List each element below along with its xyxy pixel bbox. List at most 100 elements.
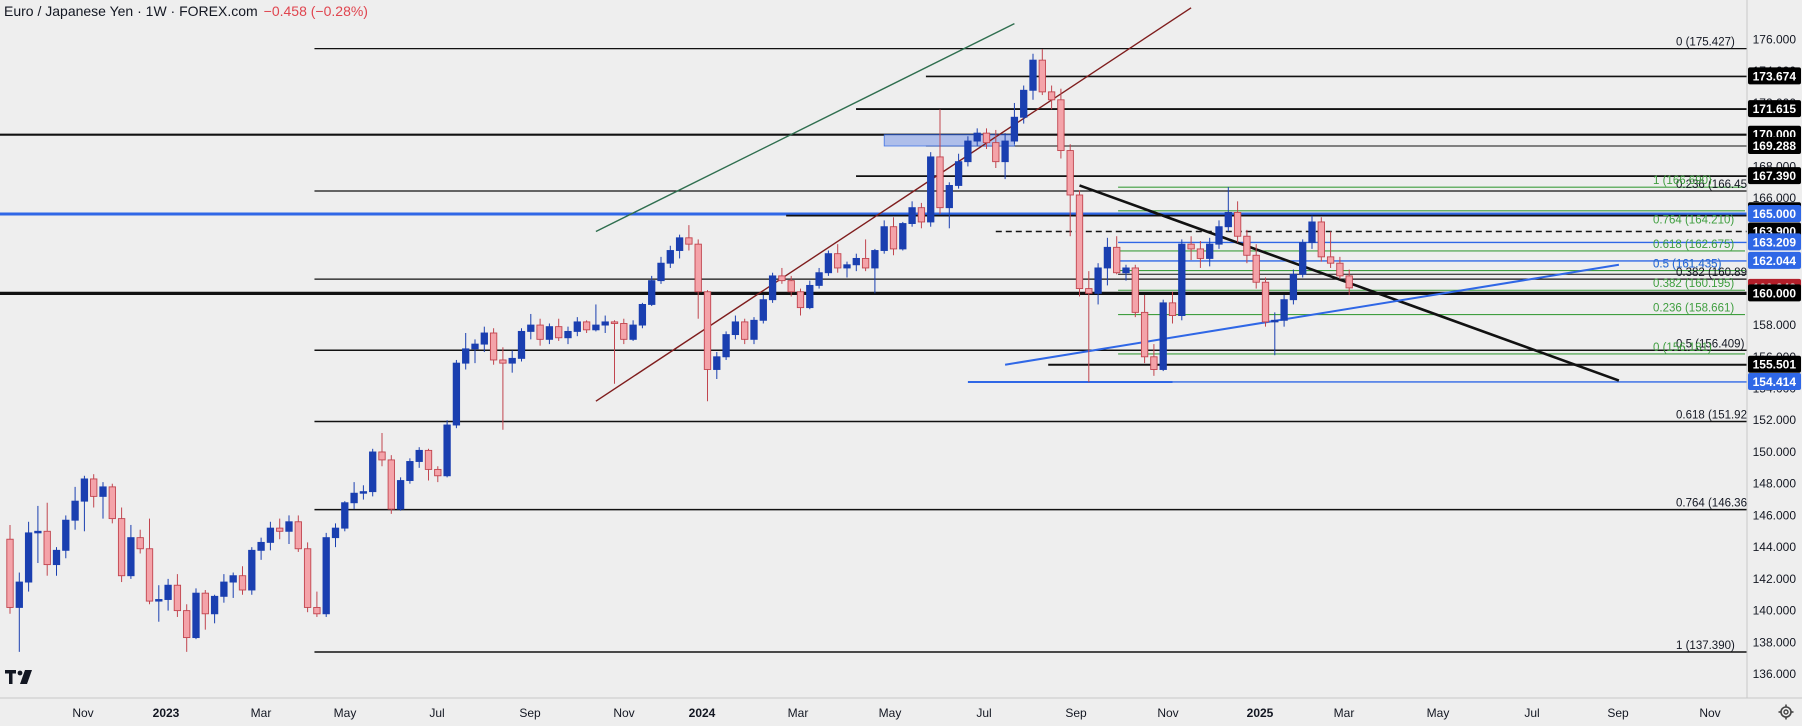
candle[interactable] <box>24 521 33 592</box>
candle[interactable] <box>1094 263 1102 305</box>
candle[interactable] <box>359 485 368 500</box>
candle[interactable] <box>731 315 740 340</box>
candle[interactable] <box>555 318 563 341</box>
candle[interactable] <box>443 420 451 478</box>
candle[interactable] <box>527 313 535 340</box>
candle[interactable] <box>62 515 70 559</box>
candle[interactable] <box>331 523 340 548</box>
candle[interactable] <box>992 129 1000 169</box>
candle[interactable] <box>1261 277 1270 327</box>
candle[interactable] <box>768 272 777 303</box>
candle[interactable] <box>369 448 377 497</box>
candle[interactable] <box>806 280 814 310</box>
candle[interactable] <box>1271 312 1279 356</box>
candle[interactable] <box>899 221 907 251</box>
candle[interactable] <box>285 515 293 544</box>
candle[interactable] <box>964 136 972 167</box>
candle[interactable] <box>871 248 879 294</box>
candle[interactable] <box>15 572 23 652</box>
candle[interactable] <box>1280 294 1288 327</box>
candle[interactable] <box>610 320 619 384</box>
candle[interactable] <box>415 447 423 468</box>
candle[interactable] <box>1308 215 1316 249</box>
candle[interactable] <box>229 572 237 598</box>
candle[interactable] <box>155 585 163 622</box>
candle[interactable] <box>341 501 349 532</box>
candle[interactable] <box>257 537 265 560</box>
candle[interactable] <box>350 482 358 510</box>
candle[interactable] <box>629 320 637 341</box>
candle[interactable] <box>1289 269 1298 305</box>
candle[interactable] <box>1075 190 1084 297</box>
candle[interactable] <box>489 328 498 365</box>
candle[interactable] <box>1317 217 1325 262</box>
candle[interactable] <box>1224 187 1232 232</box>
candle[interactable] <box>1345 269 1353 295</box>
candle[interactable] <box>638 302 647 329</box>
candle[interactable] <box>238 566 247 595</box>
candle[interactable] <box>1066 144 1074 237</box>
candle[interactable] <box>954 153 963 189</box>
candle[interactable] <box>582 320 591 333</box>
candle[interactable] <box>424 448 433 481</box>
candle[interactable] <box>145 518 154 605</box>
candle[interactable] <box>722 331 730 360</box>
candle[interactable] <box>675 234 684 259</box>
candle[interactable] <box>1196 240 1205 268</box>
candle[interactable] <box>713 352 721 380</box>
candle[interactable] <box>778 267 786 284</box>
candle[interactable] <box>127 524 135 579</box>
candle[interactable] <box>787 275 795 297</box>
candle[interactable] <box>34 505 42 564</box>
candle[interactable] <box>1150 344 1158 376</box>
candle[interactable] <box>1020 85 1028 124</box>
candle[interactable] <box>685 225 693 251</box>
candle[interactable] <box>164 578 172 611</box>
candle[interactable] <box>406 458 414 484</box>
candle[interactable] <box>220 574 228 603</box>
candle[interactable] <box>1178 239 1186 321</box>
candle[interactable] <box>750 317 758 345</box>
candle[interactable] <box>1326 231 1335 268</box>
candle[interactable] <box>703 290 712 402</box>
candle[interactable] <box>620 318 628 345</box>
candle[interactable] <box>889 217 898 256</box>
candle[interactable] <box>434 466 442 483</box>
candle[interactable] <box>601 315 609 333</box>
candle[interactable] <box>1001 133 1009 180</box>
candle[interactable] <box>936 109 944 215</box>
candle[interactable] <box>648 275 656 307</box>
candle[interactable] <box>276 518 284 540</box>
candle[interactable] <box>1243 229 1251 264</box>
candle[interactable] <box>210 594 219 624</box>
candle[interactable] <box>6 524 14 614</box>
candle[interactable] <box>536 318 544 346</box>
candle[interactable] <box>480 326 488 353</box>
candle[interactable] <box>452 359 461 429</box>
candle[interactable] <box>564 326 572 345</box>
candle[interactable] <box>378 432 386 467</box>
candle[interactable] <box>908 201 916 227</box>
candle[interactable] <box>852 253 860 272</box>
candle[interactable] <box>1103 237 1112 286</box>
gear-icon[interactable] <box>1778 704 1794 720</box>
candle[interactable] <box>1057 88 1065 159</box>
candle[interactable] <box>80 475 89 532</box>
candle[interactable] <box>1113 236 1121 275</box>
candle[interactable] <box>927 152 935 227</box>
candle[interactable] <box>1029 53 1037 100</box>
candle[interactable] <box>1038 49 1046 96</box>
candle[interactable] <box>173 574 182 617</box>
candle[interactable] <box>1085 271 1093 383</box>
candle[interactable] <box>1159 299 1167 372</box>
candle[interactable] <box>1010 102 1019 145</box>
candle[interactable] <box>303 542 312 613</box>
candle[interactable] <box>1252 244 1260 289</box>
candle[interactable] <box>834 244 842 273</box>
candle[interactable] <box>201 589 209 630</box>
candle[interactable] <box>183 604 191 652</box>
candle[interactable] <box>136 529 144 554</box>
candle[interactable] <box>117 507 126 583</box>
candle[interactable] <box>471 339 479 364</box>
